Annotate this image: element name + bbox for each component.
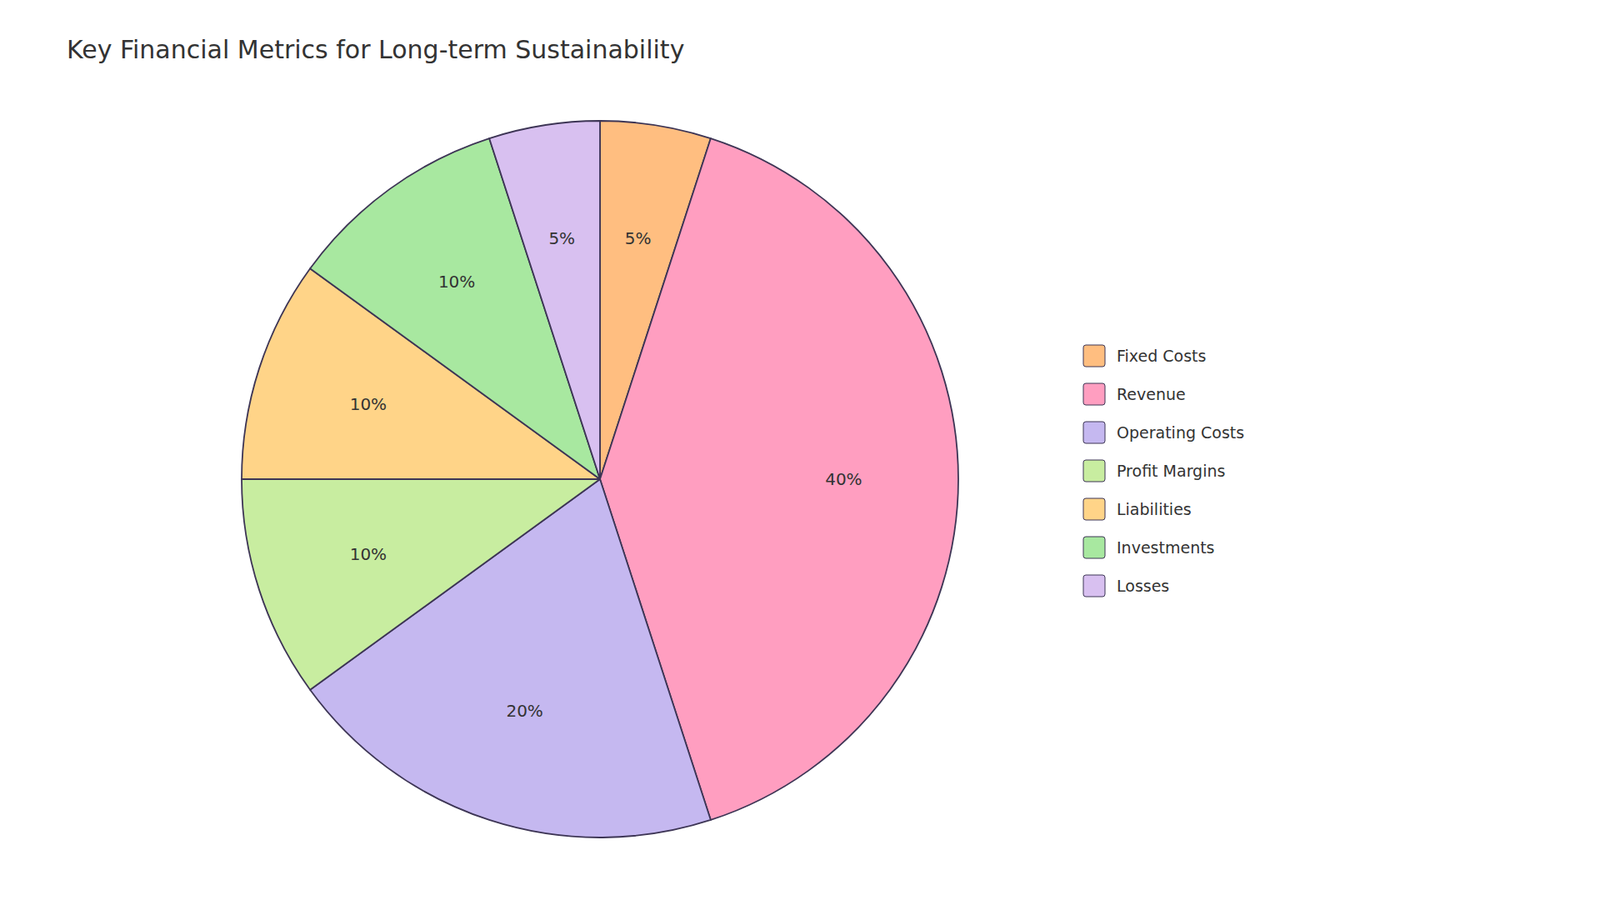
chart-svg: Key Financial Metrics for Long-term Sust… [0, 0, 1600, 900]
data-label: 5% [625, 228, 652, 249]
chart-container: Key Financial Metrics for Long-term Sust… [0, 0, 1600, 900]
data-label: 10% [438, 271, 475, 292]
data-label: 5% [548, 228, 575, 249]
legend-swatch [1083, 383, 1105, 405]
legend-label: Revenue [1116, 385, 1186, 404]
legend-label: Operating Costs [1116, 423, 1245, 442]
slices [241, 120, 959, 838]
legend-label: Liabilities [1116, 500, 1192, 519]
data-label: 10% [350, 394, 387, 415]
data-label: 40% [825, 469, 862, 490]
chart-title: Key Financial Metrics for Long-term Sust… [66, 35, 685, 65]
data-label: 10% [350, 544, 387, 565]
legend-label: Fixed Costs [1116, 346, 1206, 365]
data-label: 20% [505, 700, 543, 721]
legend-swatch [1083, 421, 1105, 444]
legend-swatch [1083, 498, 1105, 520]
pie-slice [241, 479, 600, 690]
legend-label: Losses [1116, 576, 1170, 595]
legend: Fixed Costs Revenue Operating Costs Profit … [1083, 345, 1245, 597]
legend-swatch [1083, 536, 1105, 559]
legend-swatch [1083, 345, 1105, 367]
pie-slice [489, 120, 600, 480]
legend-swatch [1083, 460, 1105, 482]
legend-label: Investments [1116, 538, 1215, 557]
background [0, 0, 1600, 900]
legend-label: Profit Margins [1116, 461, 1225, 480]
legend-swatch [1083, 575, 1105, 597]
data-labels: 5% 40% 20% 10% 10% 10% 5% [350, 228, 863, 721]
